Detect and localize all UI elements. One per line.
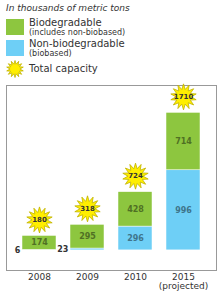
svg-text:174: 174 bbox=[31, 238, 48, 247]
svg-text:318: 318 bbox=[80, 205, 95, 213]
html-text:Total capacity: Total capacity bbox=[29, 63, 98, 74]
svg-text:2010: 2010 bbox=[124, 272, 147, 282]
svg-text:724: 724 bbox=[128, 172, 143, 180]
html-text:(biobased): (biobased) bbox=[29, 48, 72, 58]
svg-text:1710: 1710 bbox=[174, 93, 194, 101]
svg-text:23: 23 bbox=[57, 245, 68, 254]
svg-text:996: 996 bbox=[175, 206, 192, 215]
html-text:In thousands of metric tons: In thousands of metric tons bbox=[6, 3, 130, 13]
html-text:(includes non-biobased): (includes non-biobased) bbox=[29, 27, 126, 37]
html-text:Non-biodegradable: Non-biodegradable bbox=[29, 37, 125, 49]
svg-text:296: 296 bbox=[127, 234, 144, 243]
html-text:Biodegradable: Biodegradable bbox=[29, 16, 102, 28]
svg-text:428: 428 bbox=[127, 205, 144, 214]
svg-text:6: 6 bbox=[15, 246, 21, 255]
svg-text:714: 714 bbox=[175, 137, 192, 146]
svg-text:180: 180 bbox=[32, 216, 47, 224]
svg-text:2009: 2009 bbox=[76, 272, 99, 282]
svg-text:295: 295 bbox=[79, 232, 96, 241]
svg-text:2015(projected): 2015(projected) bbox=[159, 272, 209, 291]
svg-text:2008: 2008 bbox=[28, 272, 51, 282]
